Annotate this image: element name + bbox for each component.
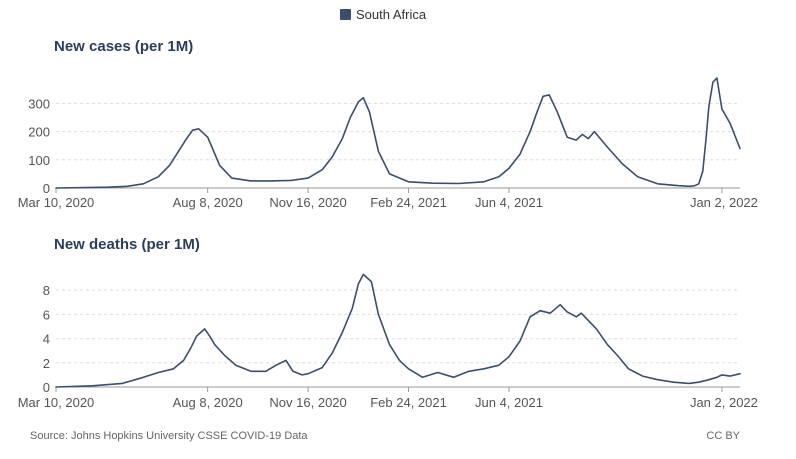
x-axis: Mar 10, 2020 Aug 8, 2020 Nov 16, 2020 Feb 2…: [18, 188, 758, 210]
x-tick-label: Jan 2, 2022: [690, 195, 758, 210]
y-tick-label: 4: [43, 332, 50, 347]
y-tick-label: 300: [28, 96, 50, 111]
y-tick-label: 0: [43, 380, 50, 395]
chart-new-deaths: New deaths (per 1M) 0 2 4 6 8 Mar 10, 2020 Au…: [18, 236, 758, 410]
x-tick-label: Aug 8, 2020: [173, 195, 243, 210]
x-tick-label: Mar 10, 2020: [18, 195, 95, 210]
x-tick-label: Feb 24, 2021: [370, 395, 447, 410]
chart-title: New cases (per 1M): [54, 38, 193, 55]
source-note: Source: Johns Hopkins University CSSE CO…: [30, 430, 308, 442]
x-tick-label: Jun 4, 2021: [475, 395, 543, 410]
x-tick-label: Jun 4, 2021: [475, 195, 543, 210]
y-tick-label: 100: [28, 153, 50, 168]
series-group: [55, 77, 741, 189]
series-group: [55, 273, 741, 388]
y-grid: [56, 289, 740, 388]
legend-swatch: [340, 9, 351, 20]
y-axis: 0 2 4 6 8: [43, 283, 50, 395]
x-tick-label: Jan 2, 2022: [690, 395, 758, 410]
y-tick-label: 0: [43, 181, 50, 196]
x-axis: Mar 10, 2020 Aug 8, 2020 Nov 16, 2020 Feb 2…: [18, 387, 758, 410]
legend-label: South Africa: [356, 7, 427, 22]
legend: South Africa: [340, 7, 427, 22]
y-grid: [56, 102, 740, 189]
x-tick-label: Mar 10, 2020: [18, 395, 95, 410]
y-tick-label: 6: [43, 307, 50, 322]
series-line-0: [55, 273, 741, 388]
y-axis: 0 100 200 300: [28, 96, 50, 196]
x-tick-label: Feb 24, 2021: [370, 195, 447, 210]
y-tick-label: 8: [43, 283, 50, 298]
y-tick-label: 200: [28, 125, 50, 140]
x-tick-label: Nov 16, 2020: [269, 195, 346, 210]
chart-new-cases: New cases (per 1M) 0 100 200 300 Mar 10, 20…: [18, 38, 758, 210]
y-tick-label: 2: [43, 356, 50, 371]
chart-title: New deaths (per 1M): [54, 236, 200, 253]
series-line-0: [55, 77, 741, 189]
license-label: CC BY: [706, 430, 740, 442]
x-tick-label: Aug 8, 2020: [173, 395, 243, 410]
x-tick-label: Nov 16, 2020: [269, 395, 346, 410]
